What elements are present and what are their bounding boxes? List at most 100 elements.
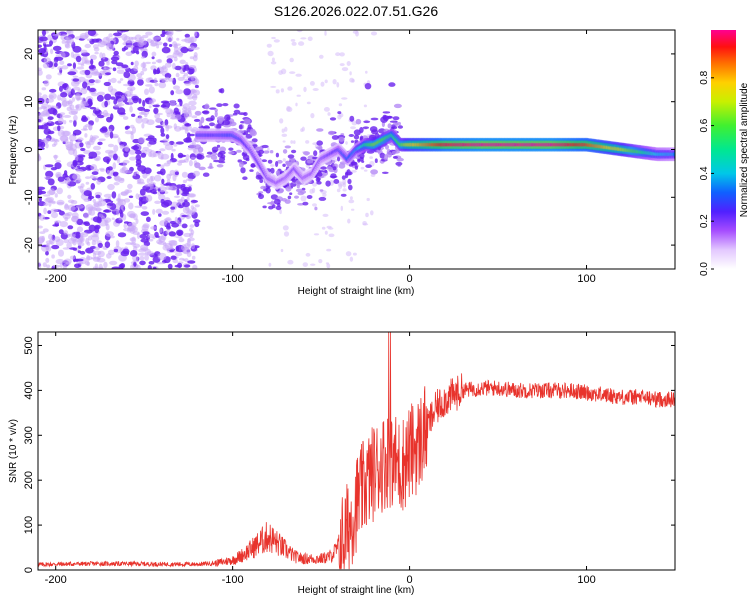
- spectrogram-noise-blob: [178, 77, 185, 81]
- spectrogram-noise-blob: [93, 44, 99, 49]
- spectrogram-noise-blob: [85, 124, 91, 128]
- spectrogram-ridge-blob: [395, 162, 402, 166]
- spectrogram-noise-blob: [93, 199, 96, 203]
- spectrogram-ridge-blob: [239, 162, 244, 168]
- spectrogram-ridge-blob: [317, 172, 323, 176]
- spectrogram-noise-blob: [142, 206, 148, 210]
- spectrogram-noise-blob: [55, 193, 58, 198]
- spectrogram-noise-blob: [130, 250, 137, 257]
- spectrogram-ridge-blob: [398, 125, 403, 129]
- spectrogram-noise-blob: [96, 107, 99, 110]
- spectrogram-noise-blob: [323, 214, 329, 217]
- spectrogram-noise-blob: [370, 210, 374, 215]
- spectrogram-noise-blob: [61, 131, 70, 137]
- spectrogram-noise-blob: [117, 67, 121, 70]
- spectrogram-noise-blob: [128, 203, 133, 210]
- spectrogram-ridge-blob: [388, 123, 392, 128]
- spectrogram-noise-blob: [58, 250, 64, 257]
- spectrogram-noise-blob: [113, 136, 119, 139]
- spectrogram-ridge-blob: [325, 181, 330, 187]
- spectrogram-noise-blob: [95, 117, 99, 123]
- spectrogram-noise-blob: [104, 194, 112, 198]
- spectrogram-noise-blob: [187, 260, 195, 263]
- spectrogram-noise-blob: [172, 41, 177, 47]
- spectrogram-noise-blob: [353, 253, 357, 256]
- spectrogram-noise-blob: [335, 52, 340, 56]
- spectrogram-noise-blob: [149, 86, 155, 93]
- spectrogram-noise-blob: [56, 188, 63, 195]
- spectrogram-noise-blob: [49, 95, 54, 99]
- spectrogram-noise-blob: [341, 206, 343, 211]
- spectrogram-noise-blob: [185, 83, 192, 86]
- spectrogram-noise-blob: [59, 86, 63, 92]
- spectrogram-noise-blob: [74, 264, 80, 269]
- spectrogram-noise-blob: [348, 200, 354, 204]
- spectrogram-noise-blob: [136, 193, 140, 199]
- spectrogram-noise-blob: [105, 231, 114, 237]
- spectrogram-noise-blob: [36, 189, 42, 195]
- spectrogram-noise-blob: [195, 85, 199, 88]
- snr-panel: -200 -100 0 100 0100200300400500 Height of …: [8, 332, 675, 596]
- spectrogram-noise-blob: [371, 32, 377, 36]
- spectrogram-noise-blob: [158, 188, 161, 191]
- spectrogram-noise-blob: [116, 240, 120, 247]
- spectrogram-ridge-blob: [345, 171, 353, 175]
- spectrogram-noise-blob: [89, 88, 96, 92]
- spectrogram-noise-blob: [43, 208, 47, 215]
- spectrogram-ridge-blob: [359, 127, 364, 133]
- spectrogram-noise-blob: [46, 197, 54, 203]
- spectrogram-noise-blob: [97, 95, 104, 102]
- spectrogram-noise-blob: [92, 240, 96, 246]
- spectrogram-noise-blob: [192, 256, 196, 260]
- spectrogram-noise-blob: [347, 61, 351, 66]
- spectrogram-noise-blob: [104, 82, 111, 86]
- spectrogram-noise-blob: [174, 114, 181, 120]
- spectrogram-noise-blob: [279, 209, 282, 214]
- spectrogram-noise-blob: [325, 231, 328, 235]
- spectrogram-noise-blob: [364, 105, 367, 108]
- spectrogram-noise-blob: [278, 70, 283, 75]
- spectrogram-noise-blob: [301, 196, 307, 202]
- spectrogram-ridge-blob: [240, 167, 245, 173]
- spectrogram-ridge-blob: [324, 170, 327, 173]
- spectrogram-noise-blob: [116, 209, 120, 215]
- spectrogram-noise-blob: [85, 44, 92, 48]
- spectrogram-noise-blob: [350, 126, 356, 129]
- spectrogram-noise-blob: [141, 170, 145, 174]
- spectrogram-ridge-blob: [307, 195, 313, 199]
- spectrogram-noise-blob: [337, 189, 341, 193]
- spectrogram-noise-blob: [178, 160, 187, 163]
- y-tick-label: 10: [23, 96, 35, 108]
- spectrogram-noise-blob: [267, 44, 272, 48]
- spectrogram-noise-blob: [176, 73, 180, 78]
- spectrogram-noise-blob: [111, 57, 119, 61]
- spectrogram-noise-blob: [169, 231, 176, 236]
- spectrogram-noise-blob: [92, 171, 99, 175]
- spectrogram-noise-blob: [44, 123, 52, 126]
- spectrogram-noise-blob: [303, 262, 308, 267]
- spectrogram-ridge-blob: [215, 109, 218, 112]
- spectrogram-noise-blob: [293, 140, 296, 144]
- spectrogram-noise-blob: [176, 38, 179, 41]
- spectrogram-noise-blob: [119, 112, 126, 114]
- spectrogram-noise-blob: [152, 105, 160, 108]
- spectrogram-noise-blob: [59, 61, 64, 65]
- spectrogram-noise-blob: [169, 44, 172, 47]
- spectrogram-noise-blob: [70, 256, 75, 260]
- spectrogram-noise-blob: [73, 76, 79, 78]
- spectrogram-noise-blob: [355, 31, 359, 37]
- spectrogram-ridge-blob: [207, 152, 213, 155]
- spectrogram-noise-blob: [79, 142, 83, 147]
- spectrogram-noise-blob: [152, 209, 155, 215]
- colorbar-title: Normalized spectral amplitude: [739, 82, 750, 217]
- spectrogram-noise-blob: [145, 149, 152, 153]
- spectrogram-noise-blob: [110, 38, 116, 42]
- spectrogram-noise-blob: [146, 217, 151, 222]
- spectrogram-noise-blob: [94, 52, 98, 54]
- spectrogram-noise-blob: [104, 113, 110, 117]
- spectrogram-noise-blob: [84, 198, 91, 202]
- spectrogram-noise-blob: [119, 264, 124, 269]
- spectrogram-noise-blob: [72, 174, 80, 181]
- spectrogram-noise-blob: [95, 195, 100, 199]
- spectrogram-noise-blob: [113, 172, 119, 176]
